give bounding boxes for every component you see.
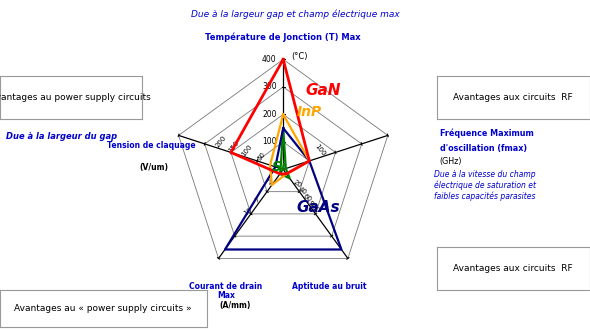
- Text: (°C): (°C): [291, 51, 307, 61]
- Text: InP: InP: [296, 105, 322, 119]
- Text: Courant de drain: Courant de drain: [189, 281, 263, 291]
- Text: Due à la largeur du gap: Due à la largeur du gap: [6, 132, 117, 141]
- Text: Avantages au « power supply circuits »: Avantages au « power supply circuits »: [14, 304, 192, 313]
- Text: Aptitude au bruit: Aptitude au bruit: [292, 281, 366, 291]
- Text: 100: 100: [262, 137, 277, 147]
- Text: 2: 2: [267, 179, 274, 186]
- Text: GaAs: GaAs: [296, 200, 340, 215]
- Text: (A/mm): (A/mm): [219, 301, 251, 311]
- Text: 300: 300: [262, 82, 277, 91]
- Text: 200: 200: [262, 110, 277, 119]
- Text: Tension de claquage: Tension de claquage: [107, 141, 195, 149]
- Text: 60: 60: [302, 193, 313, 203]
- Text: Si: Si: [272, 160, 287, 174]
- Text: GaN: GaN: [305, 83, 340, 98]
- Text: Due à la vitesse du champ
électrique de saturation et
faibles capacités parasite: Due à la vitesse du champ électrique de …: [434, 170, 536, 201]
- Text: 10: 10: [242, 207, 253, 217]
- Text: 7: 7: [254, 197, 261, 204]
- Text: 90: 90: [310, 204, 320, 214]
- Text: 150: 150: [228, 139, 241, 153]
- Text: Avantages aux circuits  RF: Avantages aux circuits RF: [454, 93, 573, 102]
- Text: Due à la largeur gap et champ électrique max: Due à la largeur gap et champ électrique…: [191, 10, 399, 19]
- Text: 100: 100: [241, 143, 254, 158]
- Text: 50: 50: [257, 151, 267, 162]
- Text: Fréquence Maximum: Fréquence Maximum: [440, 129, 533, 138]
- Text: (GHz): (GHz): [440, 157, 462, 166]
- Text: 40: 40: [297, 186, 307, 196]
- Text: 400: 400: [262, 55, 277, 64]
- Text: d'oscillation (fmax): d'oscillation (fmax): [440, 144, 527, 152]
- Text: Avantages aux circuits  RF: Avantages aux circuits RF: [454, 264, 573, 274]
- Text: Avantages au power supply circuits: Avantages au power supply circuits: [0, 93, 151, 102]
- Text: 20: 20: [291, 179, 303, 189]
- Text: 80: 80: [307, 200, 318, 210]
- Text: Max: Max: [217, 291, 235, 301]
- Text: 200: 200: [215, 135, 228, 149]
- Text: Température de Jonction (T) Max: Température de Jonction (T) Max: [205, 32, 361, 42]
- Text: (V/um): (V/um): [139, 163, 168, 172]
- Text: 100: 100: [314, 143, 327, 158]
